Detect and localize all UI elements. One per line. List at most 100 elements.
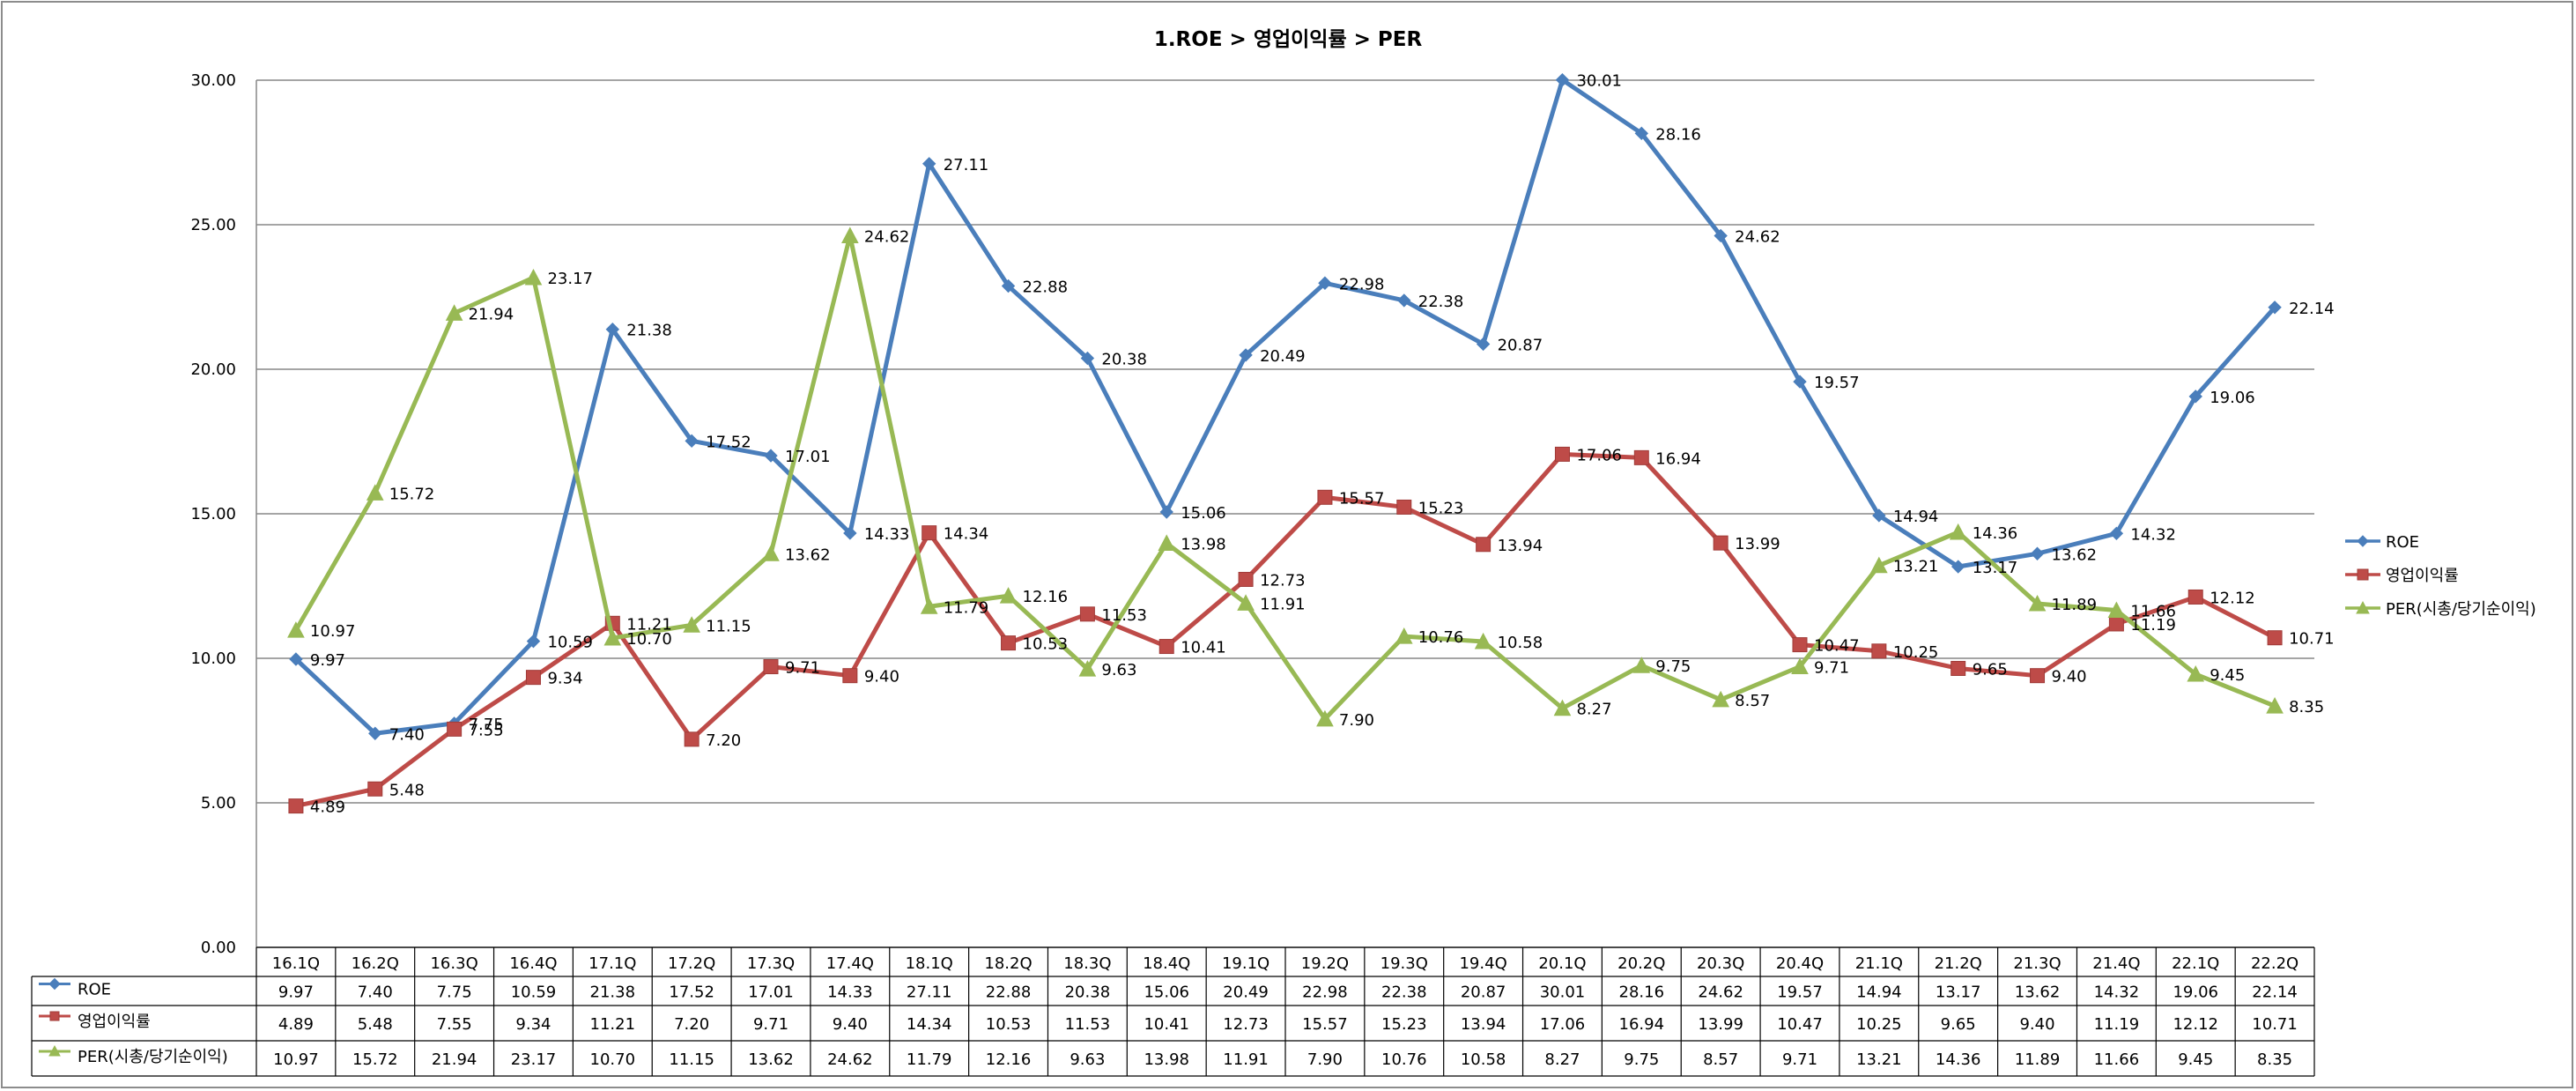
- x-tick-label: 20.1Q: [1538, 954, 1586, 973]
- data-point: [1476, 537, 1492, 553]
- table-cell: 11.79: [907, 1050, 952, 1069]
- table-cell: 13.94: [1461, 1015, 1506, 1034]
- x-tick-label: 17.2Q: [668, 954, 715, 973]
- table-cell: 27.11: [907, 983, 952, 1002]
- x-tick-label: 17.1Q: [588, 954, 636, 973]
- y-tick-label: 0.00: [201, 939, 236, 957]
- data-label: 14.32: [2130, 525, 2176, 544]
- legend-label: PER(시총/당기순이익): [2386, 600, 2536, 619]
- data-point: [1474, 632, 1492, 649]
- table-row-label: 영업이익률: [78, 1013, 151, 1031]
- data-label: 13.21: [1893, 558, 1939, 576]
- x-tick-label: 21.4Q: [2092, 954, 2140, 973]
- data-point: [2188, 390, 2202, 404]
- data-point: [1237, 594, 1255, 611]
- data-point: [445, 304, 463, 321]
- legend-marker: [2357, 535, 2369, 547]
- table-cell: 9.75: [1624, 1050, 1659, 1069]
- data-label: 4.89: [310, 798, 345, 817]
- data-label: 14.33: [864, 525, 910, 544]
- table-cell: 13.99: [1698, 1015, 1743, 1034]
- table-cell: 20.87: [1461, 983, 1506, 1002]
- data-label: 10.97: [310, 622, 356, 641]
- data-point: [2187, 589, 2203, 605]
- data-label: 10.58: [1498, 634, 1543, 652]
- data-point: [1951, 560, 1965, 574]
- table-cell: 9.71: [753, 1015, 788, 1034]
- table-cell: 23.17: [511, 1050, 557, 1069]
- data-label: 15.23: [1418, 499, 1464, 517]
- data-point: [1791, 657, 1809, 675]
- data-point: [1714, 228, 1728, 243]
- data-label: 7.75: [469, 716, 504, 734]
- table-row-label: ROE: [78, 981, 111, 999]
- table-cell: 10.71: [2252, 1015, 2298, 1034]
- data-label: 12.12: [2210, 589, 2255, 607]
- data-point: [603, 628, 622, 646]
- data-label: 13.62: [2052, 546, 2098, 564]
- table-cell: 10.97: [273, 1050, 319, 1069]
- data-point: [1079, 606, 1095, 622]
- table-cell: 15.06: [1144, 983, 1189, 1002]
- data-point: [1476, 337, 1491, 352]
- data-label: 14.94: [1893, 508, 1939, 526]
- data-label: 10.47: [1814, 637, 1860, 656]
- table-cell: 20.49: [1223, 983, 1269, 1002]
- data-label: 10.53: [1023, 635, 1069, 654]
- data-label: 23.17: [547, 270, 593, 288]
- table-cell: 11.21: [590, 1015, 636, 1034]
- table-cell: 7.90: [1307, 1050, 1343, 1069]
- x-tick-label: 16.1Q: [272, 954, 320, 973]
- chart-title: 1.ROE > 영업이익률 > PER: [1154, 28, 1423, 51]
- data-point: [1713, 535, 1728, 551]
- data-point: [999, 587, 1018, 604]
- table-cell: 11.19: [2094, 1015, 2140, 1034]
- table-row-label: PER(시총/당기순이익): [78, 1048, 228, 1066]
- data-point: [2108, 616, 2124, 632]
- data-point: [367, 781, 383, 797]
- table-cell: 10.53: [986, 1015, 1032, 1034]
- data-point: [2187, 664, 2205, 682]
- table-cell: 7.55: [437, 1015, 472, 1034]
- data-point: [1555, 72, 1570, 87]
- data-label: 13.94: [1498, 537, 1543, 555]
- table-cell: 12.16: [986, 1050, 1032, 1069]
- table-cell: 10.58: [1461, 1050, 1506, 1069]
- data-point: [1316, 709, 1334, 727]
- table-cell: 21.38: [590, 983, 636, 1002]
- data-point: [764, 449, 778, 463]
- data-label: 9.63: [1101, 661, 1136, 679]
- data-point: [922, 157, 936, 171]
- data-label: 8.27: [1576, 701, 1611, 719]
- series-layer: [287, 72, 2284, 814]
- data-label: 7.20: [706, 731, 741, 750]
- table-cell: 5.48: [358, 1015, 393, 1034]
- data-point: [524, 268, 543, 286]
- data-point: [288, 798, 304, 814]
- data-label: 11.15: [706, 617, 751, 635]
- data-point: [1949, 523, 1967, 540]
- data-point: [1871, 643, 1887, 659]
- table-cell: 20.38: [1065, 983, 1111, 1002]
- data-label: 22.98: [1339, 275, 1385, 293]
- table-cell: 14.36: [1936, 1050, 1981, 1069]
- data-point: [1553, 699, 1572, 716]
- data-label: 24.62: [864, 227, 910, 246]
- data-label: 21.38: [626, 322, 672, 340]
- table-cell: 15.57: [1302, 1015, 1348, 1034]
- y-tick-label: 25.00: [190, 216, 236, 234]
- table-cell: 11.15: [669, 1050, 714, 1069]
- data-label: 9.45: [2210, 666, 2245, 685]
- data-label: 11.19: [2130, 616, 2176, 635]
- data-point: [683, 616, 700, 633]
- series-line-0: [294, 78, 2276, 736]
- data-point: [1318, 276, 1332, 290]
- x-tick-label: 18.4Q: [1143, 954, 1190, 973]
- table-cell: 10.76: [1381, 1050, 1427, 1069]
- legend-marker: [2357, 568, 2369, 581]
- series-line-1: [295, 451, 2276, 809]
- data-label: 10.59: [547, 634, 593, 652]
- data-label: 13.17: [1973, 559, 2018, 577]
- data-point: [1792, 637, 1808, 653]
